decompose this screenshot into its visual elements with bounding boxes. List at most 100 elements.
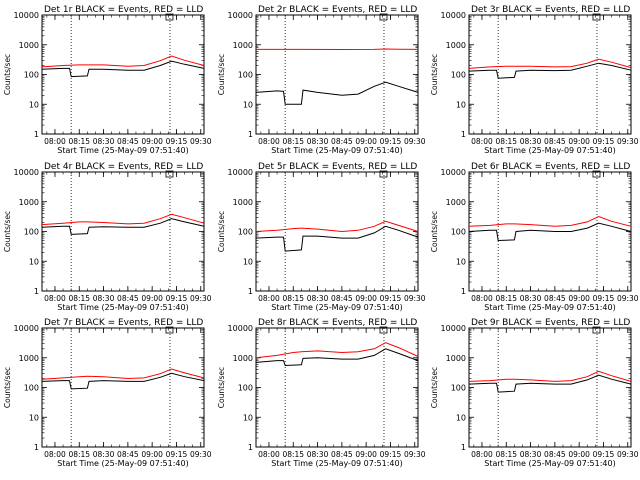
series-lld-line — [41, 55, 205, 68]
series-lld-line — [256, 48, 419, 51]
y-axis-label: Counts/sec — [217, 54, 226, 95]
detector-panel-7: Det 7r BLACK = Events, RED = LLD 1 10 100 10… — [3, 318, 212, 468]
plot-frame — [468, 14, 632, 135]
panel-title: Det 7r BLACK = Events, RED = LLD — [44, 318, 203, 328]
detector-panel-5: Det 5r BLACK = Events, RED = LLD 1 10 100 10… — [217, 162, 426, 312]
y-axis-label: Counts/sec — [217, 367, 226, 408]
y-tick-label: 100 — [238, 384, 253, 393]
x-tick-label: 08:15 — [282, 450, 304, 459]
y-tick-label: 1 — [461, 443, 466, 452]
y-tick-label: 10000 — [228, 168, 253, 177]
y-tick-label: 10 — [29, 413, 39, 422]
series-events-line — [255, 348, 419, 367]
detector-panel-4: Det 4r BLACK = Events, RED = LLD 1 10 100 10… — [3, 162, 212, 312]
x-tick-label: 09:00 — [141, 294, 163, 303]
y-tick-label: 10 — [456, 413, 466, 422]
x-tick-label: 08:15 — [68, 294, 90, 303]
panel-title: Det 2r BLACK = Events, RED = LLD — [258, 5, 417, 15]
x-tick-label: 08:00 — [44, 450, 66, 459]
y-tick-label: 10 — [243, 100, 253, 109]
y-tick-label: 100 — [238, 71, 253, 80]
x-tick-label: 08:45 — [544, 137, 566, 146]
x-tick-label: 09:30 — [190, 137, 212, 146]
x-tick-label: 08:15 — [495, 450, 517, 459]
series-events-line — [468, 62, 632, 79]
panel-title: Det 4r BLACK = Events, RED = LLD — [44, 162, 203, 172]
x-tick-label: 09:15 — [593, 450, 615, 459]
y-tick-label: 1 — [34, 287, 39, 296]
x-tick-label: 09:30 — [404, 137, 426, 146]
y-tick-label: 10 — [29, 100, 39, 109]
y-axis-label: Counts/sec — [3, 211, 12, 252]
y-tick-label: 10000 — [14, 324, 39, 333]
y-tick-label: 10 — [243, 257, 253, 266]
x-tick-label: 09:00 — [568, 137, 590, 146]
series-events-line — [41, 218, 205, 235]
x-axis-label: Start Time (25-May-09 07:51:40) — [57, 146, 188, 155]
x-tick-label: 08:30 — [93, 450, 115, 459]
x-tick-label: 08:30 — [307, 450, 329, 459]
x-axis-label: Start Time (25-May-09 07:51:40) — [484, 303, 615, 312]
y-tick-label: 10 — [243, 413, 253, 422]
series-events-line — [41, 60, 205, 78]
detector-panel-3: Det 3r BLACK = Events, RED = LLD 1 10 100 10… — [430, 5, 639, 155]
x-tick-label: 09:00 — [568, 450, 590, 459]
x-tick-label: 09:00 — [355, 137, 377, 146]
y-axis-label: Counts/sec — [430, 211, 439, 252]
y-tick-label: 1000 — [19, 354, 39, 363]
detector-panel-9: Det 9r BLACK = Events, RED = LLD 1 10 100 10… — [430, 318, 639, 468]
series-lld-line — [41, 213, 205, 226]
x-axis-label: Start Time (25-May-09 07:51:40) — [271, 303, 402, 312]
x-tick-label: 08:30 — [520, 294, 542, 303]
y-tick-label: 1000 — [19, 198, 39, 207]
x-tick-label: 09:00 — [568, 294, 590, 303]
y-tick-label: 1000 — [446, 354, 466, 363]
x-tick-label: 08:15 — [282, 137, 304, 146]
x-tick-label: 08:15 — [68, 137, 90, 146]
y-tick-label: 10 — [456, 257, 466, 266]
series-lld-line — [41, 368, 205, 380]
x-tick-label: 09:30 — [190, 450, 212, 459]
series-lld-line — [468, 215, 632, 227]
x-tick-label: 09:30 — [404, 450, 426, 459]
x-tick-label: 08:00 — [44, 137, 66, 146]
y-tick-label: 100 — [24, 228, 39, 237]
x-tick-label: 09:00 — [141, 137, 163, 146]
x-tick-label: 08:00 — [258, 137, 280, 146]
y-tick-label: 1000 — [233, 198, 253, 207]
x-tick-label: 09:30 — [190, 294, 212, 303]
x-tick-label: 09:15 — [166, 450, 188, 459]
y-tick-label: 10000 — [441, 324, 466, 333]
x-axis-label: Start Time (25-May-09 07:51:40) — [57, 459, 188, 468]
x-tick-label: 08:45 — [544, 294, 566, 303]
x-tick-label: 08:30 — [93, 294, 115, 303]
x-tick-label: 08:45 — [331, 294, 353, 303]
x-tick-label: 09:30 — [617, 137, 639, 146]
time-marker-icon — [379, 170, 388, 178]
x-tick-label: 08:30 — [93, 137, 115, 146]
x-tick-label: 08:15 — [495, 137, 517, 146]
series-lld-line — [255, 220, 419, 233]
plot-frame — [41, 14, 205, 135]
panel-title: Det 5r BLACK = Events, RED = LLD — [258, 162, 417, 172]
time-marker-icon — [165, 13, 174, 21]
x-tick-label: 08:30 — [520, 137, 542, 146]
detector-panel-6: Det 6r BLACK = Events, RED = LLD 1 10 100 10… — [430, 162, 639, 312]
y-tick-label: 10000 — [228, 11, 253, 20]
series-events-line — [468, 222, 632, 242]
y-tick-label: 1000 — [233, 354, 253, 363]
plot-frame — [255, 14, 419, 135]
x-tick-label: 08:00 — [258, 294, 280, 303]
x-tick-label: 08:00 — [471, 450, 493, 459]
series-events-line — [255, 81, 419, 105]
time-marker-icon — [592, 170, 601, 178]
x-tick-label: 08:45 — [117, 450, 139, 459]
x-tick-label: 09:15 — [593, 137, 615, 146]
x-tick-label: 08:30 — [307, 137, 329, 146]
series-events-line — [41, 372, 205, 390]
panel-title: Det 3r BLACK = Events, RED = LLD — [471, 5, 630, 15]
x-tick-label: 09:15 — [166, 137, 188, 146]
x-tick-label: 09:30 — [617, 294, 639, 303]
plot-frame — [41, 171, 205, 292]
